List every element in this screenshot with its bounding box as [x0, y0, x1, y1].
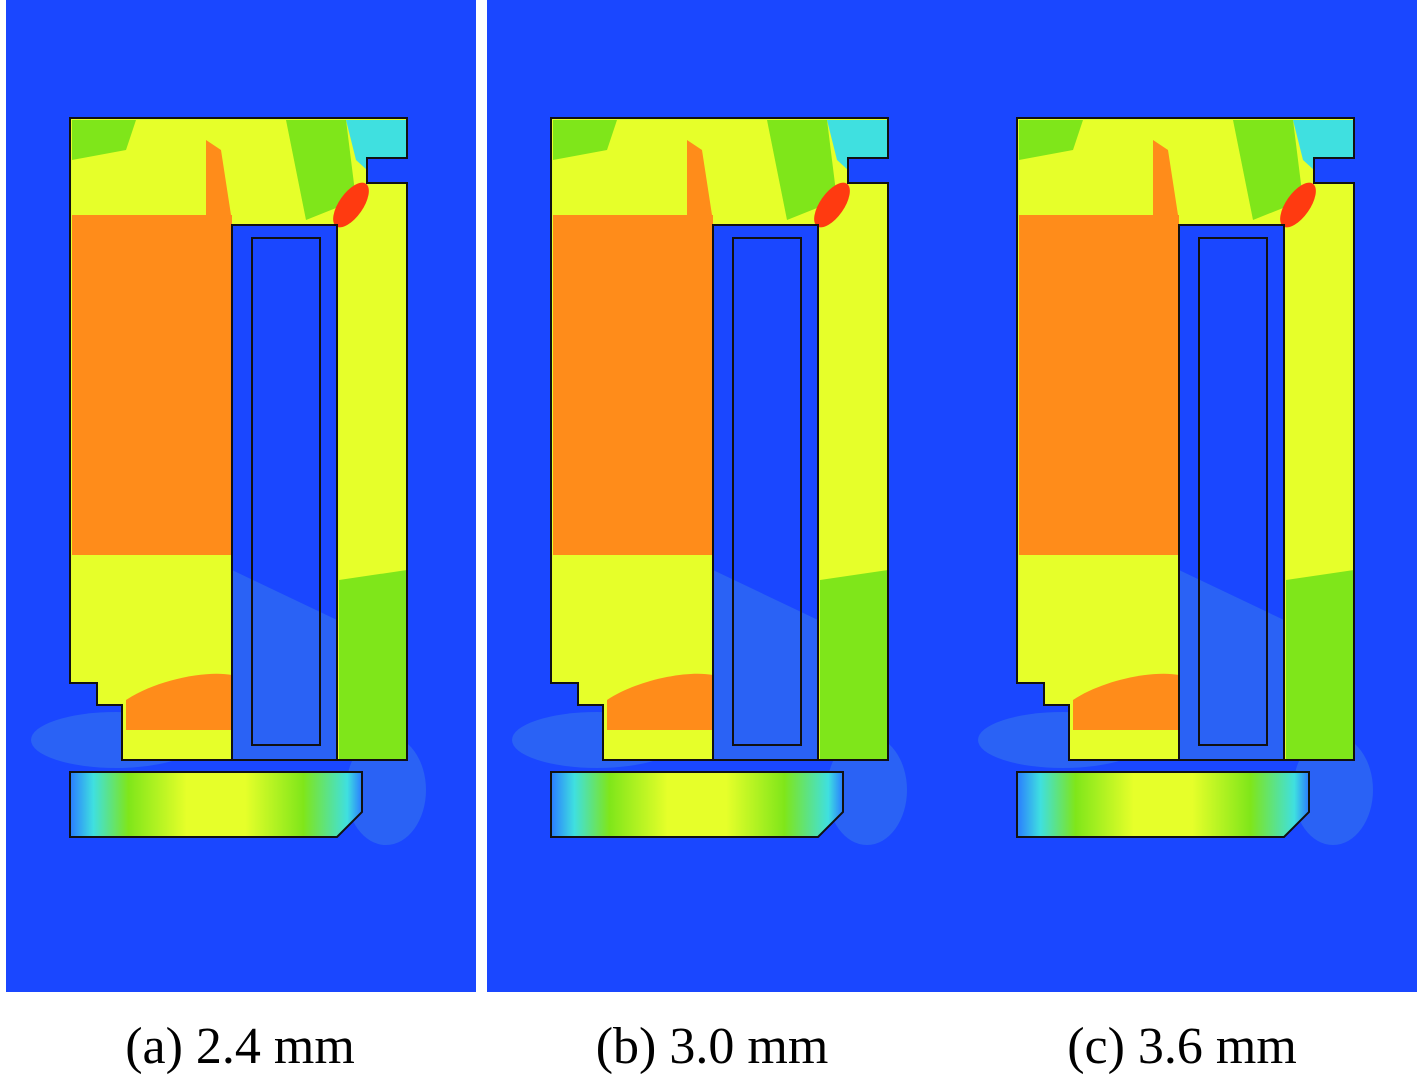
caption: (c) 3.6 mm: [1067, 1018, 1297, 1075]
contour-plot-a: [5, 0, 477, 993]
caption: (a) 2.4 mm: [125, 1018, 355, 1075]
caption: (b) 3.0 mm: [596, 1018, 829, 1075]
contour-plot-b: [486, 0, 958, 993]
contour-plot-c: [952, 0, 1417, 993]
